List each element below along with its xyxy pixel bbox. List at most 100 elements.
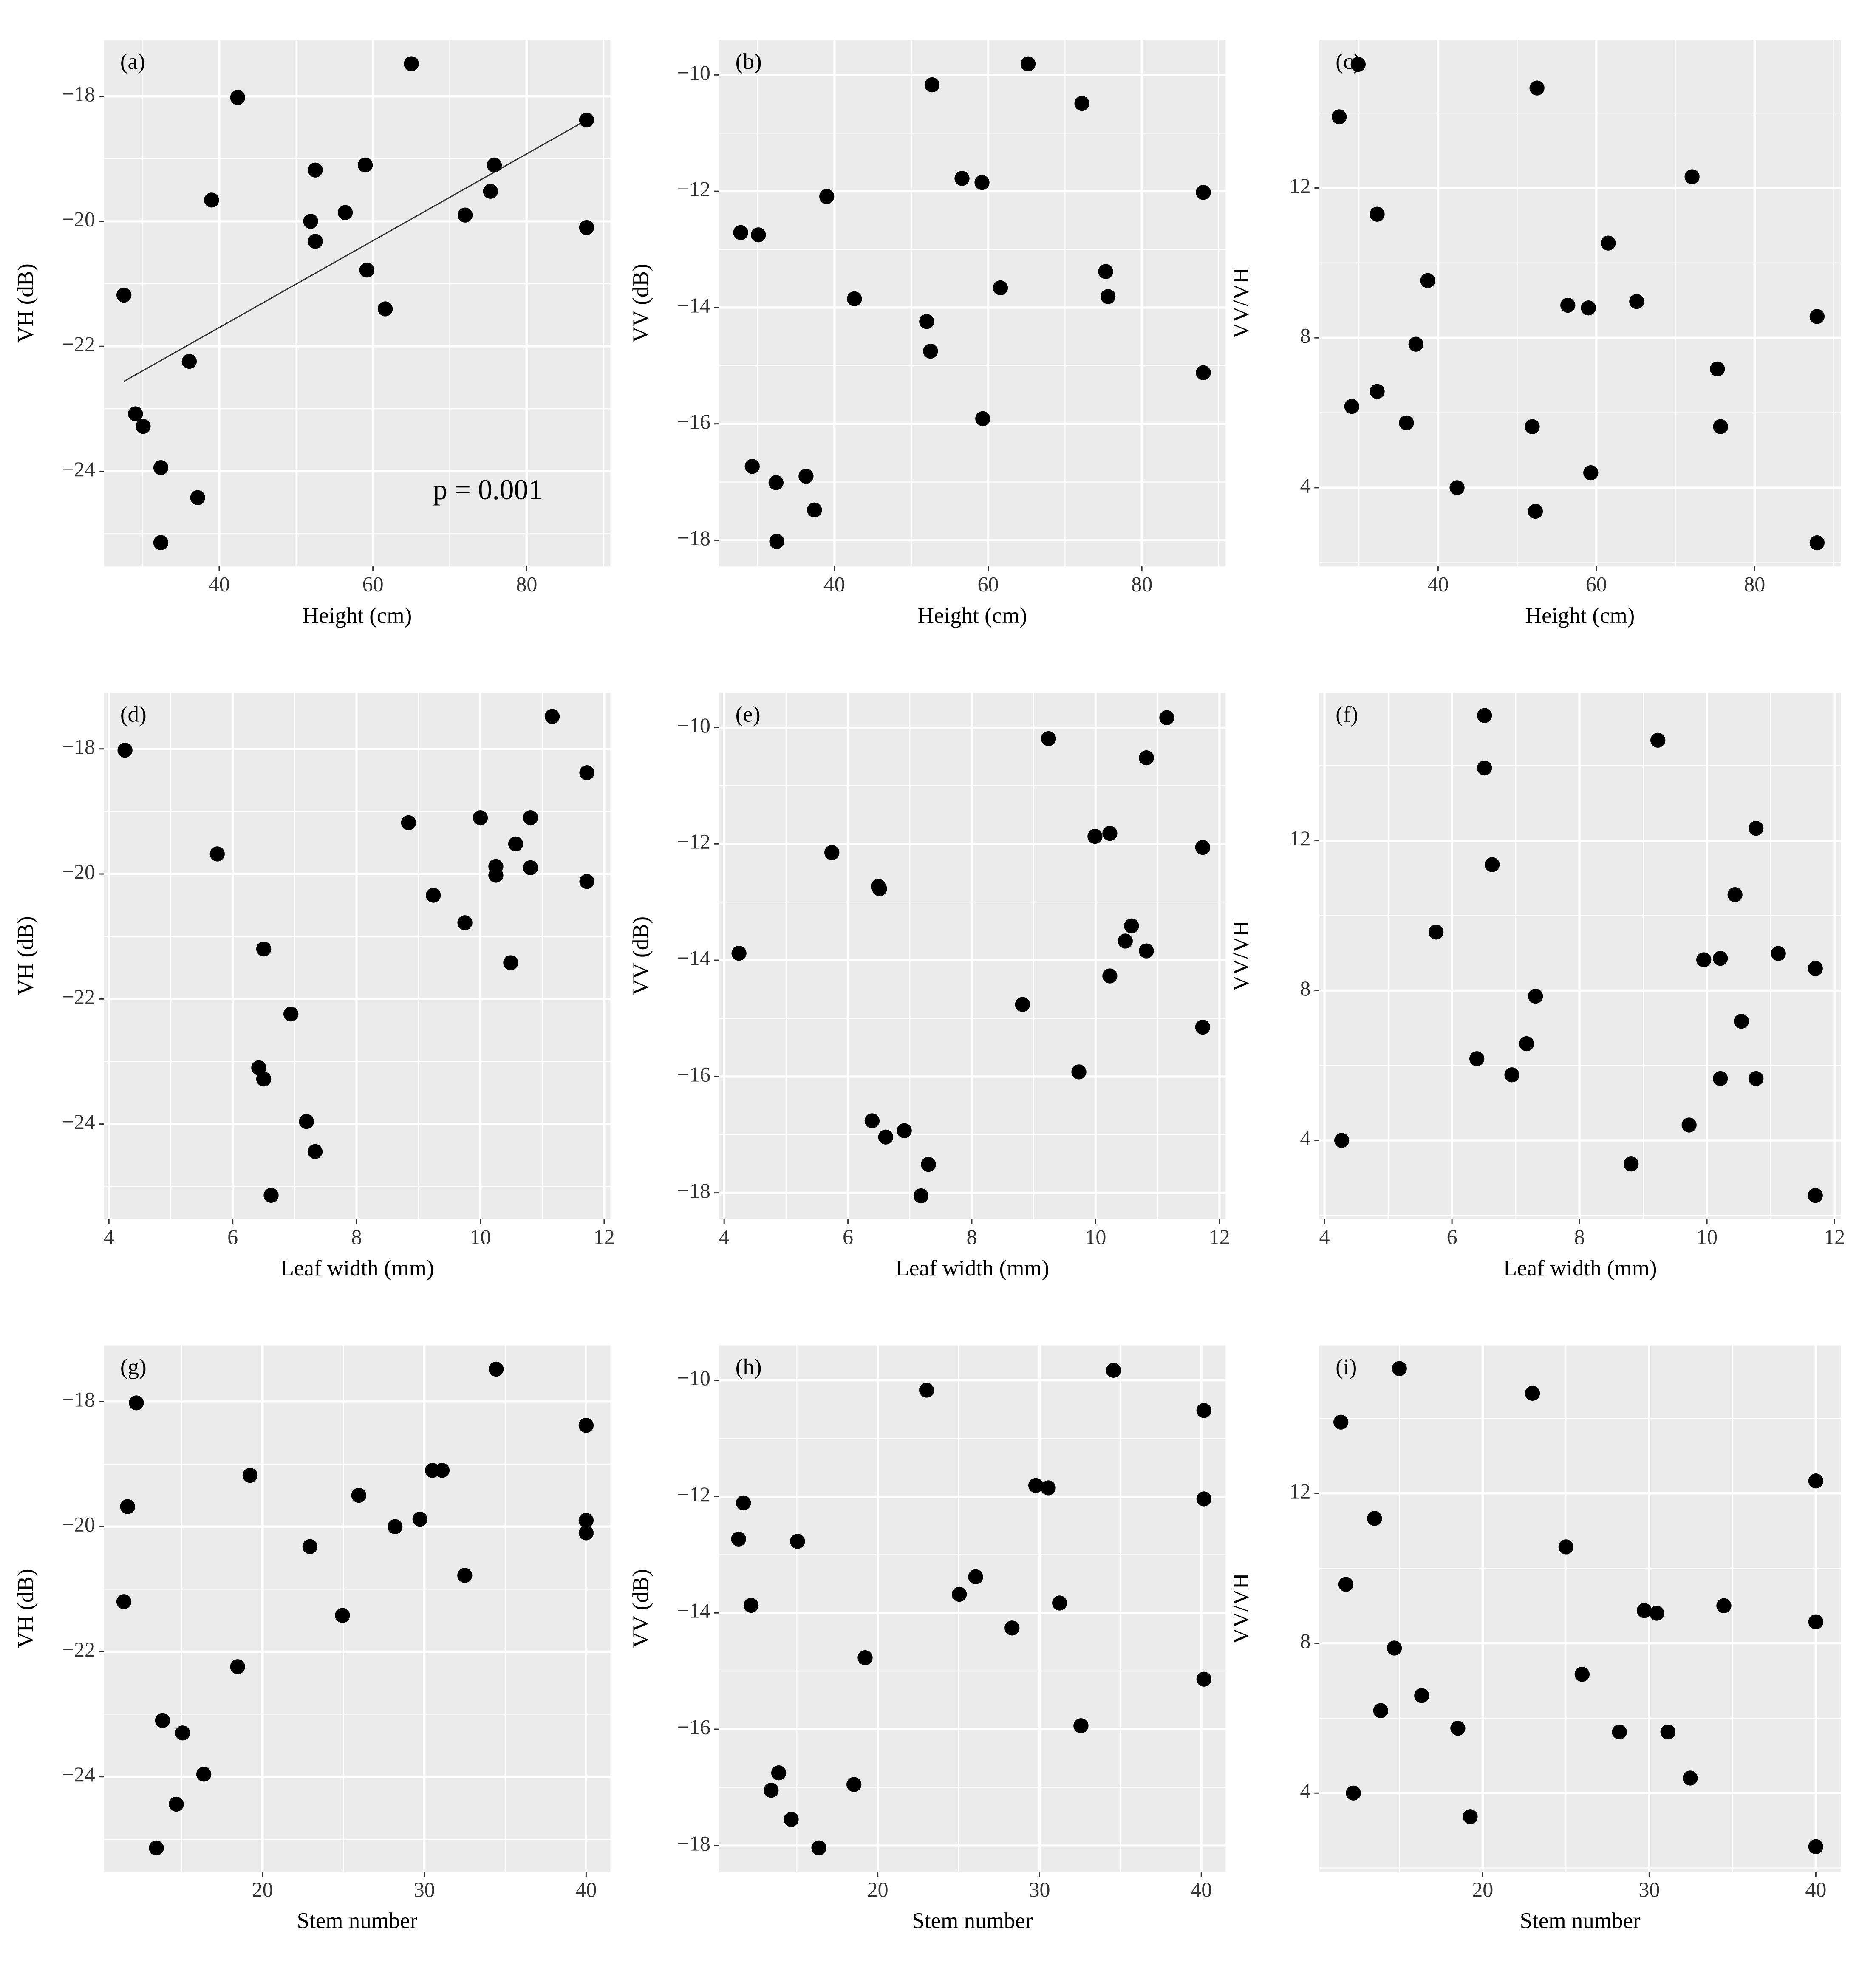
point — [1683, 1770, 1698, 1786]
x-tick-label: 80 — [516, 572, 537, 596]
point — [1139, 750, 1154, 766]
y-tick-label: −20 — [62, 207, 95, 231]
point — [1469, 1051, 1485, 1066]
point — [377, 301, 393, 317]
y-tick-label: 12 — [1289, 1479, 1310, 1503]
point — [117, 743, 133, 758]
point — [954, 171, 970, 186]
point — [1106, 1363, 1121, 1378]
y-tick-label: −18 — [677, 526, 710, 550]
point — [1519, 1036, 1534, 1052]
point — [149, 1840, 164, 1856]
y-axis-label: VV/VH — [1229, 268, 1253, 339]
point — [116, 287, 132, 303]
point — [299, 1114, 314, 1129]
x-axis-label: Stem number — [297, 1909, 418, 1933]
panel-label: (g) — [120, 1355, 147, 1380]
point — [736, 1495, 751, 1511]
point — [1386, 1640, 1402, 1656]
point — [388, 1519, 403, 1534]
x-tick-label: 60 — [1586, 572, 1607, 596]
point — [434, 1463, 450, 1478]
point — [1528, 503, 1543, 519]
x-tick-label: 12 — [1209, 1225, 1230, 1249]
point — [1392, 1361, 1407, 1376]
point — [307, 1144, 323, 1159]
point — [975, 411, 990, 427]
panel-background — [1319, 1345, 1841, 1872]
point — [1660, 1724, 1675, 1740]
point — [1623, 1156, 1639, 1172]
point — [1477, 708, 1492, 723]
x-tick-label: 8 — [351, 1225, 362, 1249]
point — [1484, 857, 1500, 872]
x-axis-label: Leaf width (mm) — [280, 1256, 434, 1281]
point — [303, 214, 318, 229]
point — [1808, 961, 1823, 976]
point — [196, 1767, 212, 1782]
point — [1118, 933, 1133, 949]
point — [1159, 710, 1174, 725]
point — [768, 475, 784, 490]
y-tick-label: −18 — [62, 82, 95, 106]
panel-label: (i) — [1336, 1355, 1357, 1380]
y-tick-label: −24 — [62, 1762, 95, 1786]
point — [819, 189, 835, 204]
point — [302, 1539, 318, 1554]
point — [256, 1071, 272, 1087]
y-tick-label: 4 — [1300, 1779, 1310, 1803]
y-axis-label: VH (dB) — [13, 916, 38, 995]
x-tick-label: 12 — [1824, 1225, 1845, 1249]
y-axis-label: VV/VH — [1229, 1573, 1253, 1644]
y-tick-label: −14 — [677, 1599, 710, 1623]
point — [351, 1487, 367, 1503]
y-tick-label: −20 — [62, 860, 95, 884]
y-axis-label: VH (dB) — [13, 1569, 38, 1648]
point — [1087, 828, 1103, 844]
point — [1074, 96, 1089, 111]
point — [263, 1188, 279, 1203]
point — [846, 1777, 862, 1792]
y-tick-label: −10 — [677, 1366, 710, 1390]
point — [1124, 918, 1139, 933]
point — [1373, 1703, 1388, 1718]
x-tick-label: 40 — [824, 572, 845, 596]
y-axis-label: VV (dB) — [628, 916, 653, 995]
point — [1370, 384, 1385, 399]
point — [811, 1840, 826, 1855]
point — [1004, 1620, 1020, 1636]
point — [1041, 731, 1056, 746]
point — [1681, 1117, 1697, 1133]
point — [921, 1156, 936, 1172]
point — [579, 874, 594, 889]
x-tick-label: 10 — [1085, 1225, 1106, 1249]
panel-label: (d) — [120, 702, 147, 727]
panel-label: (e) — [736, 702, 761, 727]
point — [544, 709, 560, 724]
point — [807, 502, 822, 517]
point — [335, 1608, 350, 1623]
point — [579, 112, 594, 128]
point — [230, 90, 245, 105]
point — [473, 810, 488, 826]
x-tick-label: 60 — [977, 572, 999, 596]
point — [523, 860, 538, 875]
point — [847, 291, 862, 307]
point — [919, 314, 934, 329]
point — [1028, 1478, 1044, 1493]
point — [487, 157, 502, 173]
point — [1463, 1809, 1478, 1824]
point — [1601, 235, 1616, 251]
point — [913, 1188, 929, 1204]
x-axis-label: Leaf width (mm) — [896, 1256, 1050, 1281]
point — [457, 1568, 473, 1583]
y-tick-label: 4 — [1300, 473, 1310, 497]
point — [169, 1796, 184, 1812]
point — [1370, 206, 1385, 222]
point — [1809, 309, 1825, 324]
y-tick-label: −22 — [62, 332, 95, 356]
point — [824, 845, 840, 860]
y-tick-label: −12 — [677, 1482, 710, 1506]
point — [426, 888, 441, 903]
point — [1808, 1473, 1824, 1489]
